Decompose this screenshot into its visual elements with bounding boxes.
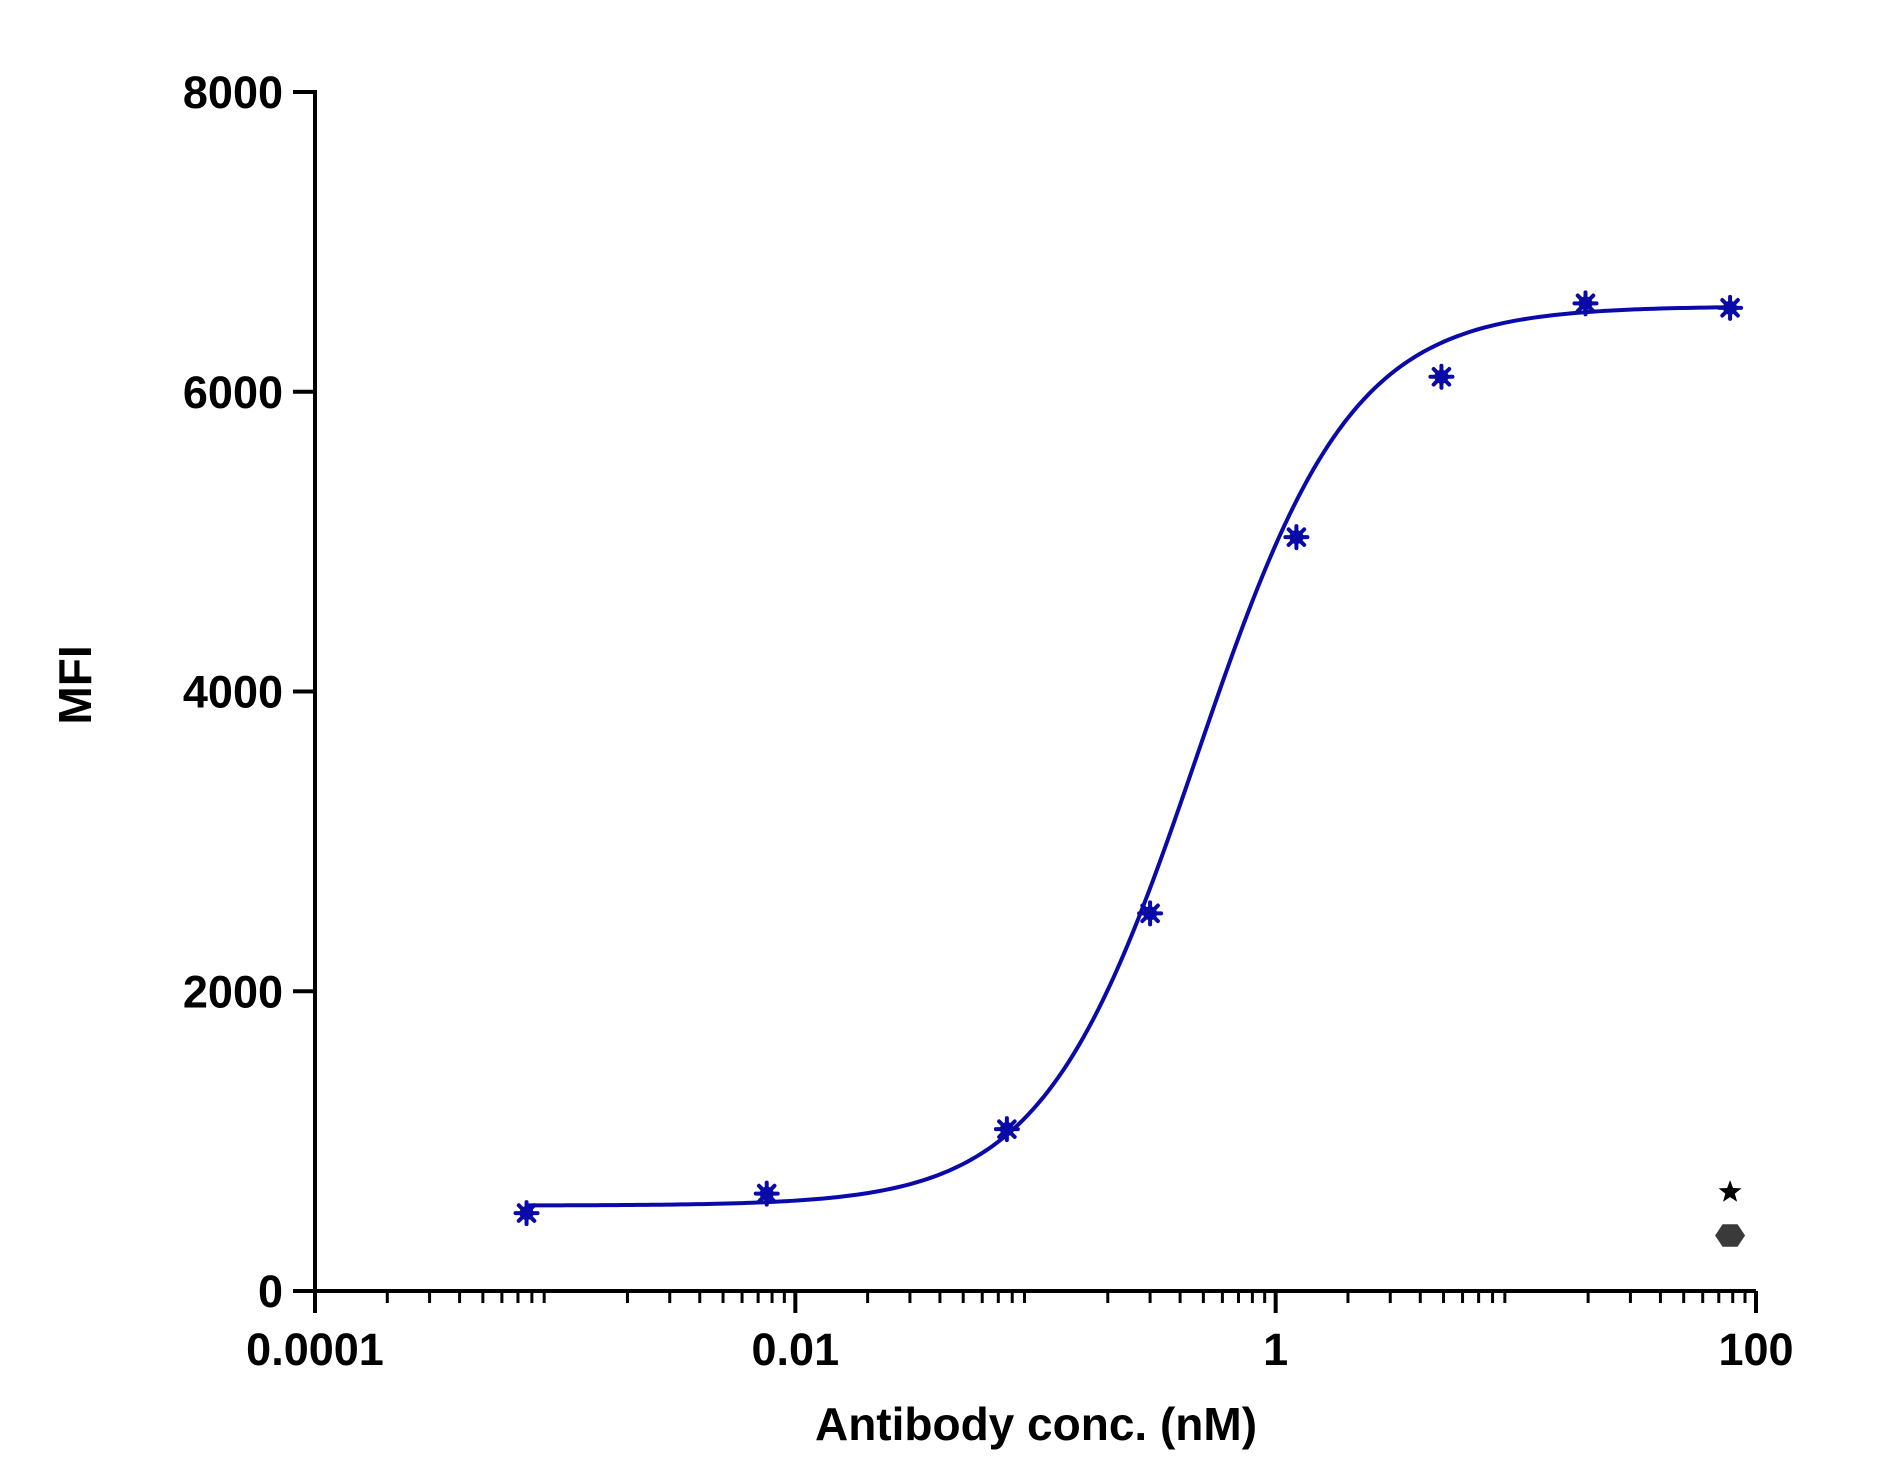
data-point	[1572, 290, 1599, 317]
x-axis-title: Antibody conc. (nM)	[815, 1398, 1257, 1450]
data-point	[1283, 524, 1310, 551]
x-tick-label: 100	[1718, 1324, 1793, 1375]
y-tick-label: 4000	[183, 667, 283, 718]
fit-curve	[526, 305, 1731, 1208]
data-point	[993, 1116, 1020, 1143]
data-point-arm	[1575, 293, 1596, 314]
extra-markers	[1715, 1180, 1746, 1247]
x-tick-label: 0.01	[752, 1324, 840, 1375]
hexagon-marker	[1715, 1224, 1746, 1247]
data-point-arm	[756, 1183, 777, 1204]
data-point-arm	[997, 1119, 1017, 1139]
y-axis-title: MFI	[49, 645, 101, 724]
x-tick-label: 1	[1263, 1324, 1288, 1375]
data-point	[1137, 900, 1164, 927]
x-tick-label: 0.0001	[246, 1324, 384, 1375]
star-marker	[1718, 1180, 1742, 1202]
data-point-arm	[1140, 903, 1160, 924]
data-point-arm	[1720, 298, 1740, 318]
plot-area: 0.0001 0.01 1 100 0 2000 4000 6000 8000	[183, 67, 1794, 1375]
y-tick-label: 2000	[183, 966, 283, 1017]
data-point-arm	[1431, 366, 1452, 387]
data-point	[1428, 363, 1455, 390]
data-point-arm	[1286, 527, 1307, 547]
axis-major-ticks	[293, 90, 1758, 1313]
data-point	[513, 1200, 540, 1227]
y-tick-label: 6000	[183, 367, 283, 418]
data-point-arm	[516, 1203, 537, 1223]
x-tick-labels: 0.0001 0.01 1 100	[246, 1324, 1793, 1375]
y-tick-labels: 0 2000 4000 6000 8000	[183, 67, 283, 1317]
data-point	[753, 1180, 780, 1207]
data-points	[513, 290, 1744, 1227]
data-point	[1717, 294, 1744, 321]
y-tick-label: 8000	[183, 67, 283, 118]
y-tick-label: 0	[258, 1266, 283, 1317]
